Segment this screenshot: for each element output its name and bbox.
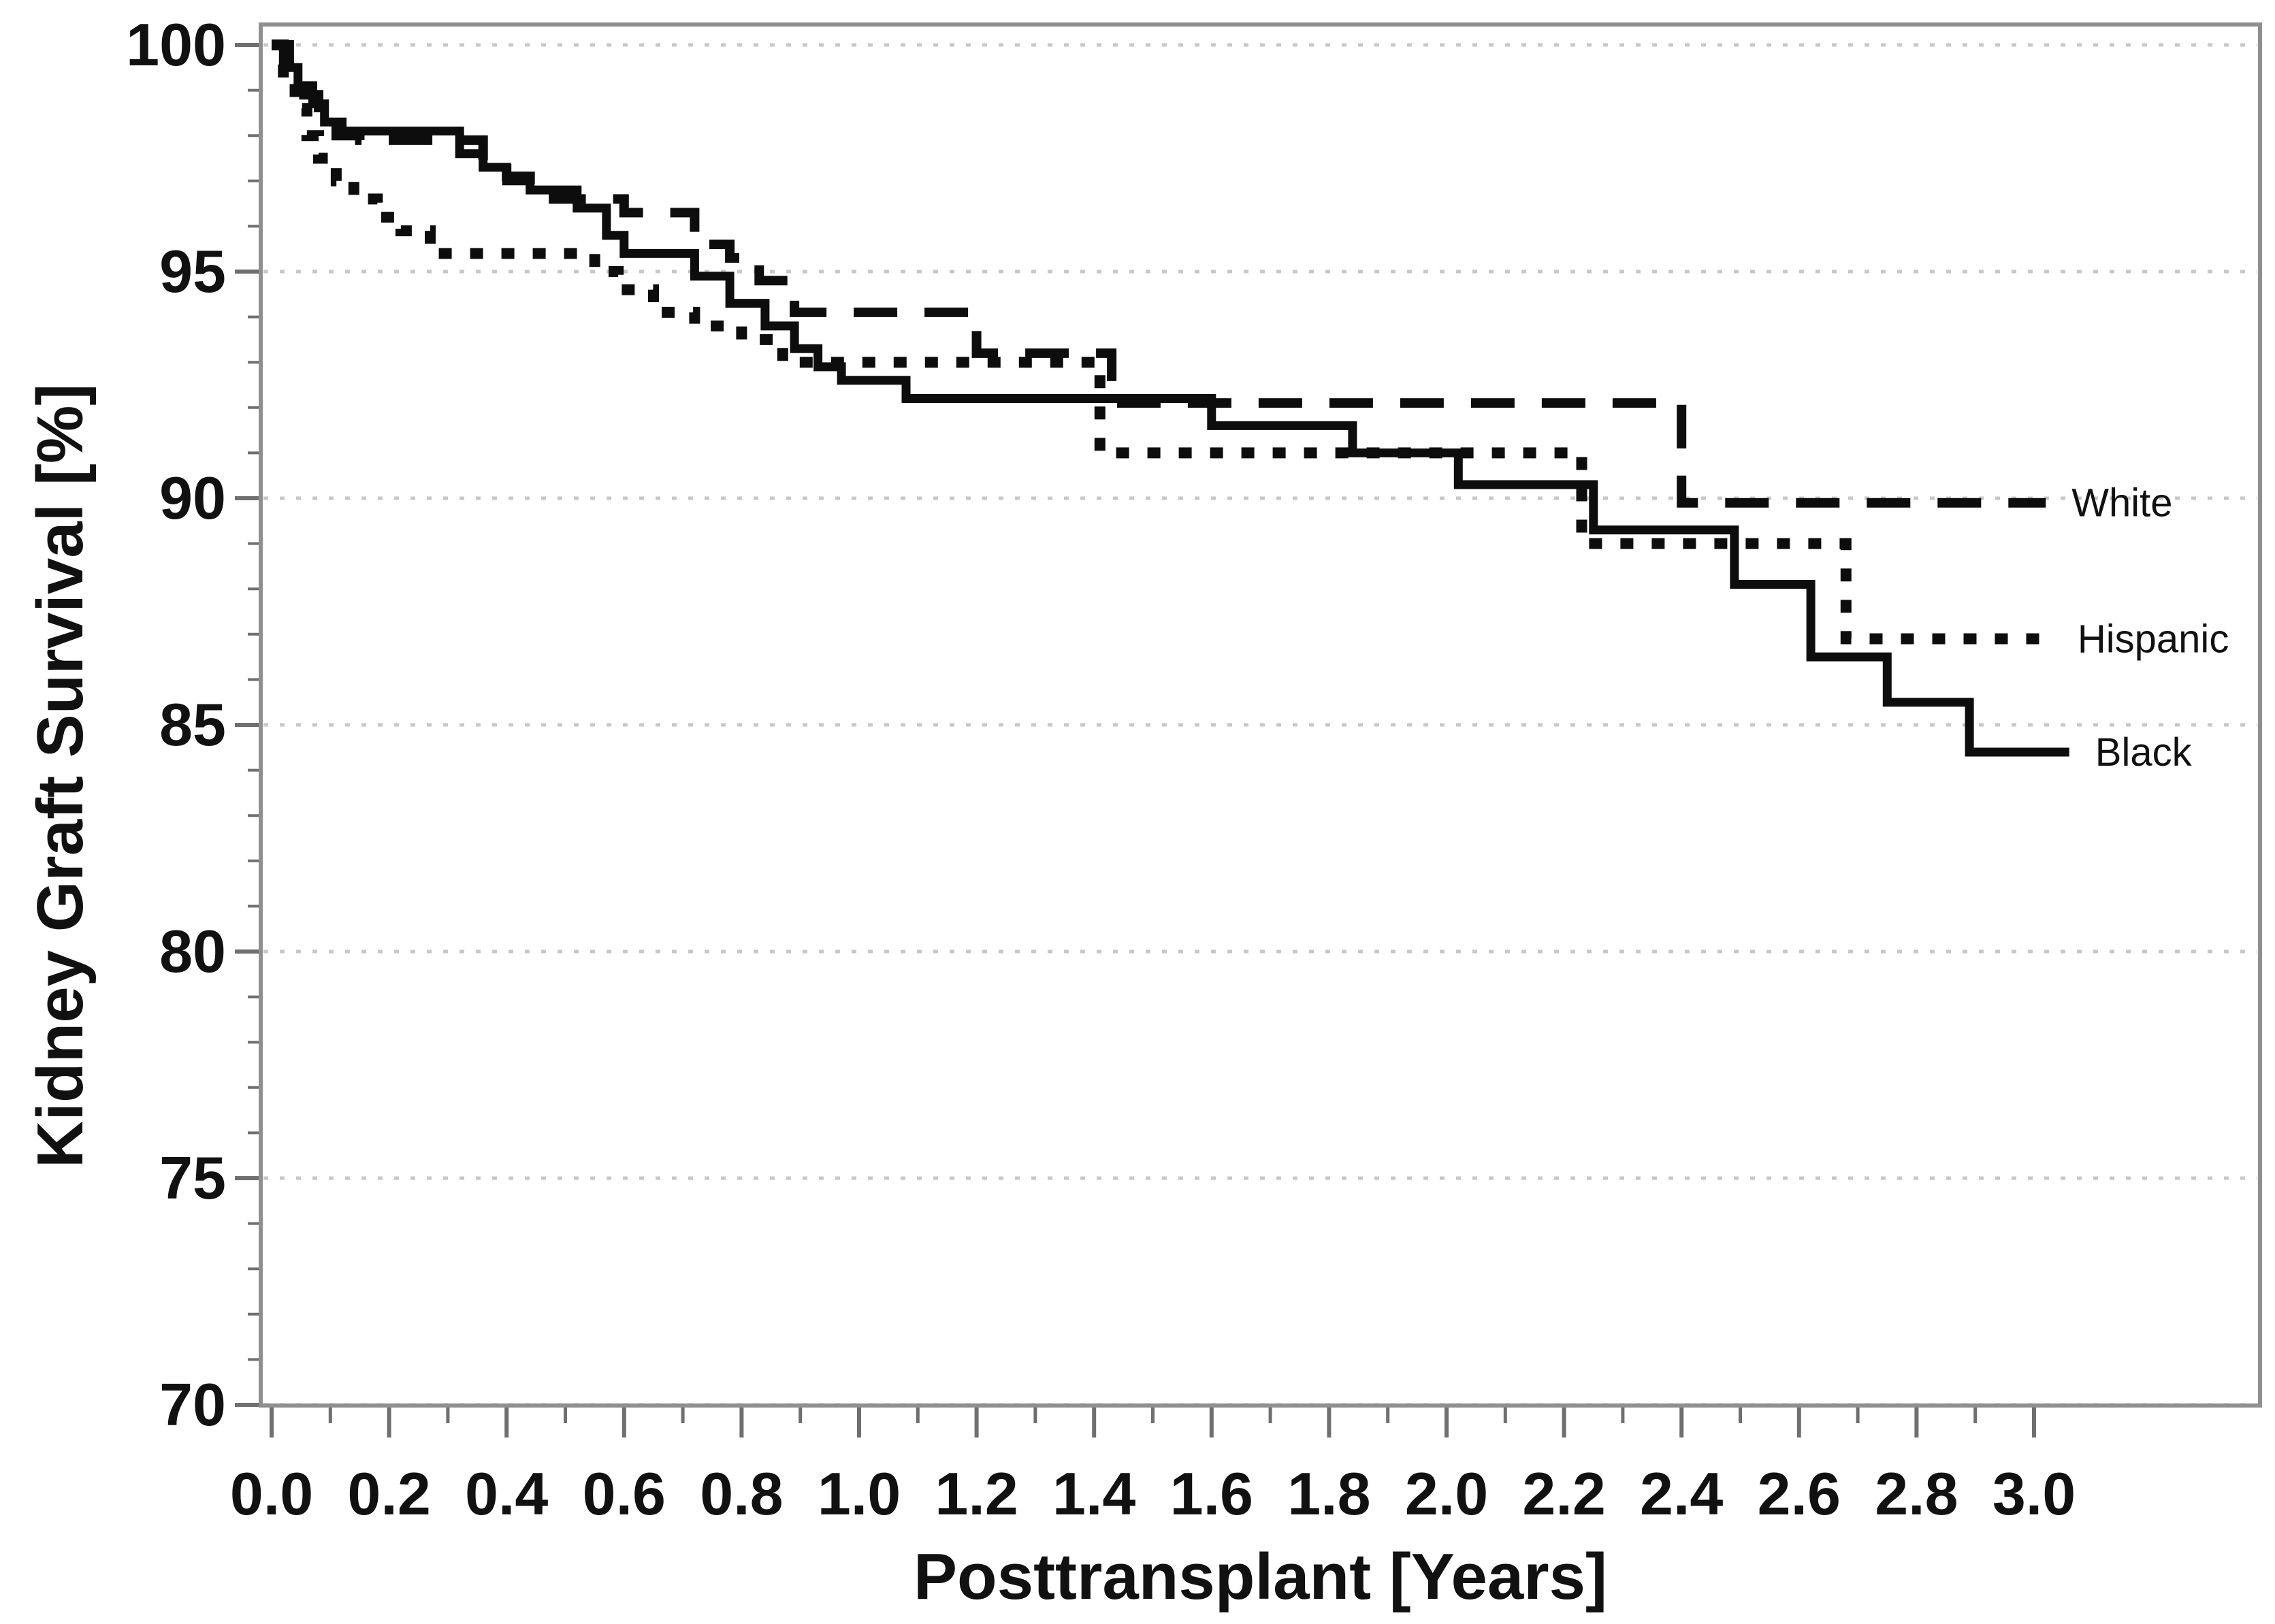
series-label-white: White <box>2071 481 2172 525</box>
y-tick-label: 90 <box>159 464 226 532</box>
x-tick-label: 0.8 <box>700 1460 783 1527</box>
x-tick-label: 2.2 <box>1522 1460 1605 1527</box>
x-tick-label: 1.8 <box>1287 1460 1370 1527</box>
x-tick-label: 3.0 <box>1992 1460 2076 1527</box>
y-tick-label: 70 <box>159 1371 226 1438</box>
series-line-black <box>272 40 2069 757</box>
y-tick-label: 95 <box>159 238 226 305</box>
y-axis-title: Kidney Graft Survival [%] <box>24 383 97 1168</box>
x-tick-label: 0.2 <box>347 1460 430 1527</box>
x-tick-label: 0.6 <box>583 1460 666 1527</box>
y-tick-label: 85 <box>159 691 226 758</box>
series-label-black: Black <box>2095 730 2193 775</box>
y-tick-label: 80 <box>159 917 226 985</box>
plot-frame <box>259 22 2262 1408</box>
x-tick-label: 0.0 <box>230 1460 313 1527</box>
y-tick-label: 75 <box>159 1144 226 1212</box>
y-tick-label: 100 <box>126 11 226 78</box>
x-tick-label: 2.6 <box>1758 1460 1841 1527</box>
x-tick-label: 2.4 <box>1640 1460 1723 1527</box>
x-tick-label: 2.8 <box>1875 1460 1958 1527</box>
x-tick-label: 1.0 <box>818 1460 901 1527</box>
x-axis-title: Posttransplant [Years] <box>914 1540 1607 1613</box>
x-tick-label: 1.4 <box>1052 1460 1135 1527</box>
x-tick-label: 0.4 <box>465 1460 548 1527</box>
series-line-white <box>272 40 2046 508</box>
x-tick-label: 2.0 <box>1405 1460 1488 1527</box>
series-line-hispanic <box>272 39 2052 645</box>
x-tick-label: 1.2 <box>935 1460 1018 1527</box>
series-label-hispanic: Hispanic <box>2078 617 2229 662</box>
x-tick-label: 1.6 <box>1170 1460 1253 1527</box>
